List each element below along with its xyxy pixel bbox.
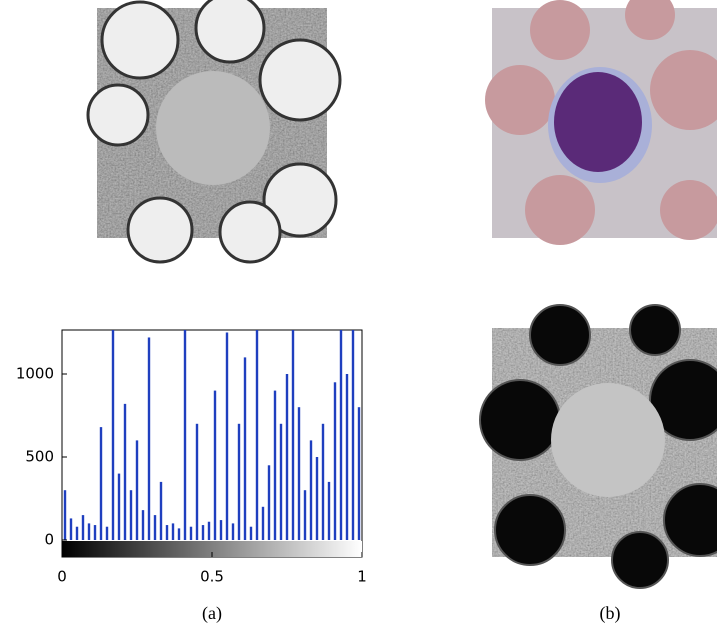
bar [105,526,109,540]
bar [93,525,97,540]
caption: (b) [600,603,621,624]
bar [231,523,235,540]
bar [249,526,253,540]
bar [159,481,163,540]
bar [255,330,259,540]
bar [165,525,169,540]
bar [267,465,271,540]
bar [285,373,289,540]
bar [153,515,157,540]
bar [171,523,175,540]
y-tick-label: 500 [25,447,54,465]
colorbar [62,541,362,557]
bar [357,407,361,540]
bar [147,337,151,540]
bar [213,390,217,540]
bar [135,440,139,540]
y-tick-label: 0 [44,531,54,549]
caption: (a) [202,603,222,624]
bar [225,332,229,540]
x-tick-label: 1 [357,568,367,586]
bar [291,330,295,540]
bar [273,390,277,540]
bar [219,520,223,540]
bar [117,473,121,540]
image-b [485,0,717,245]
bar [351,330,355,540]
bar [321,423,325,540]
bar [309,440,313,540]
bar [63,490,67,540]
bar [207,521,211,540]
bar [279,423,283,540]
bar [75,526,79,540]
bar [339,330,343,540]
bar [99,427,103,540]
bar [315,456,319,540]
image-a [86,0,342,264]
image-c [479,304,717,589]
bar [201,525,205,540]
bar [189,526,193,540]
x-tick-label: 0 [57,568,67,586]
x-tick-label: 0.5 [200,568,224,586]
bar [237,423,241,540]
bar [303,490,307,540]
bar [327,481,331,540]
bar [183,330,187,540]
bar [333,382,337,540]
bar [123,403,127,540]
bar [87,523,91,540]
bar [141,510,145,540]
bar [177,528,181,540]
bar [111,330,115,540]
bar [69,518,73,540]
bar [195,423,199,540]
bar [129,490,133,540]
bar [243,357,247,540]
bar [345,373,349,540]
bar [261,506,265,540]
bar [81,515,85,540]
y-tick-label: 1000 [16,364,54,382]
bar [297,407,301,540]
